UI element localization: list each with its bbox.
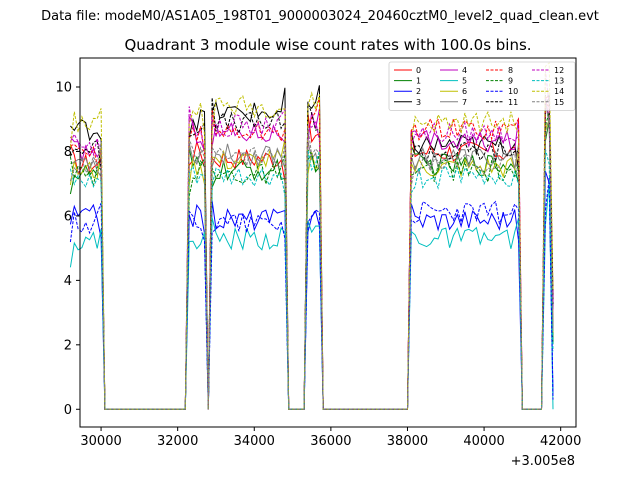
series-line-2	[69, 170, 554, 410]
series-line-14	[69, 61, 554, 410]
y-tick-label: 8	[64, 145, 72, 160]
legend-label-12: 12	[554, 66, 564, 75]
series-line-0	[69, 94, 554, 410]
legend-label-10: 10	[508, 87, 518, 96]
series-line-15	[69, 116, 554, 410]
series-line-10	[69, 178, 554, 410]
y-tick-label: 0	[64, 403, 72, 418]
legend-label-13: 13	[554, 77, 564, 86]
x-axis-ticks: 30000 32000 34000 36000 38000 40000 42000	[80, 427, 581, 449]
legend-label-11: 11	[508, 98, 518, 107]
x-tick-label: 32000	[157, 434, 198, 449]
legend-label-7: 7	[462, 98, 467, 107]
series-line-5	[69, 181, 554, 410]
chart-suptitle: Data file: modeM0/AS1A05_198T01_90000030…	[41, 9, 599, 24]
legend-label-0: 0	[416, 66, 421, 75]
y-tick-label: 10	[55, 81, 72, 96]
legend-label-9: 9	[508, 77, 513, 86]
legend-label-2: 2	[416, 87, 421, 96]
plot-frame	[79, 57, 577, 428]
x-offset-label: +3.005e8	[511, 454, 575, 469]
series-line-8	[70, 97, 554, 410]
legend-label-8: 8	[508, 66, 513, 75]
x-tick-label: 36000	[310, 434, 351, 449]
y-tick-label: 2	[64, 338, 72, 353]
x-tick-label: 40000	[463, 434, 504, 449]
x-tick-label: 30000	[80, 434, 121, 449]
plot-lines	[69, 61, 554, 410]
series-line-4	[70, 95, 554, 410]
x-tick-label: 34000	[234, 434, 275, 449]
x-tick-label: 42000	[540, 434, 581, 449]
series-line-6	[69, 119, 554, 410]
legend-label-5: 5	[462, 77, 467, 86]
y-axis-ticks: 0 2 4 6 8 10	[55, 81, 80, 418]
series-line-13	[69, 149, 554, 410]
series-line-11	[69, 95, 554, 410]
y-tick-label: 4	[64, 274, 72, 289]
legend-label-6: 6	[462, 87, 467, 96]
legend-label-4: 4	[462, 66, 467, 75]
legend-label-3: 3	[416, 98, 421, 107]
legend-label-14: 14	[554, 87, 564, 96]
legend-label-15: 15	[554, 98, 564, 107]
chart-title: Quadrant 3 module wise count rates with …	[124, 36, 531, 54]
series-line-1	[69, 119, 554, 410]
series-line-12	[69, 70, 554, 410]
x-tick-label: 38000	[387, 434, 428, 449]
legend-frame	[388, 61, 576, 111]
legend-label-1: 1	[416, 77, 421, 86]
y-tick-label: 6	[64, 209, 72, 224]
